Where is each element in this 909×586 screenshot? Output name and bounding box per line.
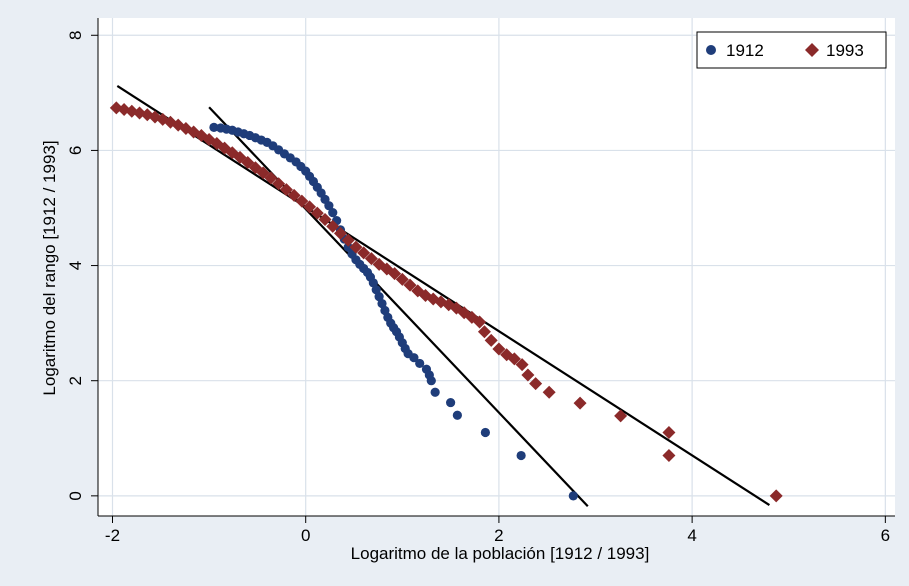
data-point-1912 — [426, 376, 436, 386]
data-point-1912 — [377, 298, 387, 309]
x-axis-title: Logaritmo de la población [1912 / 1993] — [351, 544, 650, 563]
data-point-1993 — [529, 377, 543, 391]
data-point-1993 — [341, 233, 355, 247]
data-point-1993 — [403, 278, 417, 292]
y-tick-label: 4 — [66, 261, 85, 270]
legend-marker-1912 — [706, 45, 716, 55]
data-point-1993 — [310, 206, 324, 220]
data-point-1993 — [492, 342, 506, 356]
data-point-1993 — [473, 315, 487, 329]
data-point-1993 — [515, 358, 529, 372]
x-tick-label: 2 — [494, 526, 503, 545]
data-point-1993 — [507, 352, 521, 366]
y-tick-label: 8 — [66, 31, 85, 40]
data-point-1912 — [430, 387, 440, 397]
data-point-1993 — [318, 213, 332, 227]
data-point-1993 — [477, 325, 491, 339]
data-point-1993 — [303, 200, 317, 214]
data-point-1912 — [480, 427, 490, 438]
data-point-1993 — [326, 219, 340, 233]
data-point-1912 — [343, 242, 353, 252]
legend-box — [696, 31, 887, 69]
data-point-1912 — [452, 410, 462, 420]
data-point-1912 — [324, 201, 334, 211]
data-point-1912 — [328, 207, 338, 218]
data-point-1912 — [409, 353, 419, 363]
data-point-1993 — [395, 272, 409, 286]
data-points — [109, 101, 783, 503]
data-point-1993 — [349, 240, 363, 254]
legend-label-1912: 1912 — [726, 41, 764, 60]
x-tick-label: 4 — [687, 526, 696, 545]
data-point-1993 — [614, 409, 628, 423]
y-tick-label: 2 — [66, 376, 85, 385]
data-point-1912 — [371, 285, 381, 295]
x-tick-label: -2 — [105, 526, 120, 545]
x-tick-label: 6 — [881, 526, 890, 545]
data-point-1912 — [374, 292, 384, 302]
fit-line-1993 — [116, 85, 771, 506]
data-point-1993 — [542, 385, 556, 399]
y-tick-label: 0 — [66, 491, 85, 500]
x-axis-ticks: -2 0 2 4 6 — [105, 516, 890, 545]
data-point-1993 — [295, 194, 309, 208]
y-tick-label: 6 — [66, 146, 85, 155]
data-point-1912 — [446, 397, 456, 408]
data-point-1993 — [333, 226, 347, 240]
data-point-1993 — [521, 368, 535, 382]
data-point-1993 — [769, 489, 783, 503]
data-point-1912 — [568, 491, 578, 501]
legend-marker-1993 — [805, 43, 819, 57]
data-point-1912 — [415, 358, 425, 369]
x-tick-label: 0 — [301, 526, 310, 545]
axes — [97, 18, 895, 517]
data-point-1993 — [357, 246, 371, 260]
data-point-1993 — [272, 177, 286, 191]
data-point-1912 — [368, 278, 378, 288]
data-point-1912 — [380, 305, 390, 316]
y-axis-ticks: 0 2 4 6 8 — [66, 31, 98, 501]
y-axis-title: Logaritmo del rango [1912 / 1993] — [40, 140, 59, 395]
data-point-1993 — [662, 426, 676, 440]
data-point-1993 — [364, 252, 378, 266]
data-point-1993 — [388, 267, 402, 281]
data-point-1993 — [279, 183, 293, 197]
plot-area — [98, 18, 895, 516]
data-point-1912 — [516, 450, 526, 461]
data-point-1993 — [484, 333, 498, 347]
legend-label-1993: 1993 — [826, 41, 864, 60]
data-point-1993 — [287, 188, 301, 202]
data-point-1912 — [209, 122, 219, 132]
data-point-1993 — [264, 171, 278, 185]
legend: 1912 1993 — [696, 31, 887, 69]
data-point-1993 — [662, 449, 676, 463]
data-point-1993 — [573, 396, 587, 410]
